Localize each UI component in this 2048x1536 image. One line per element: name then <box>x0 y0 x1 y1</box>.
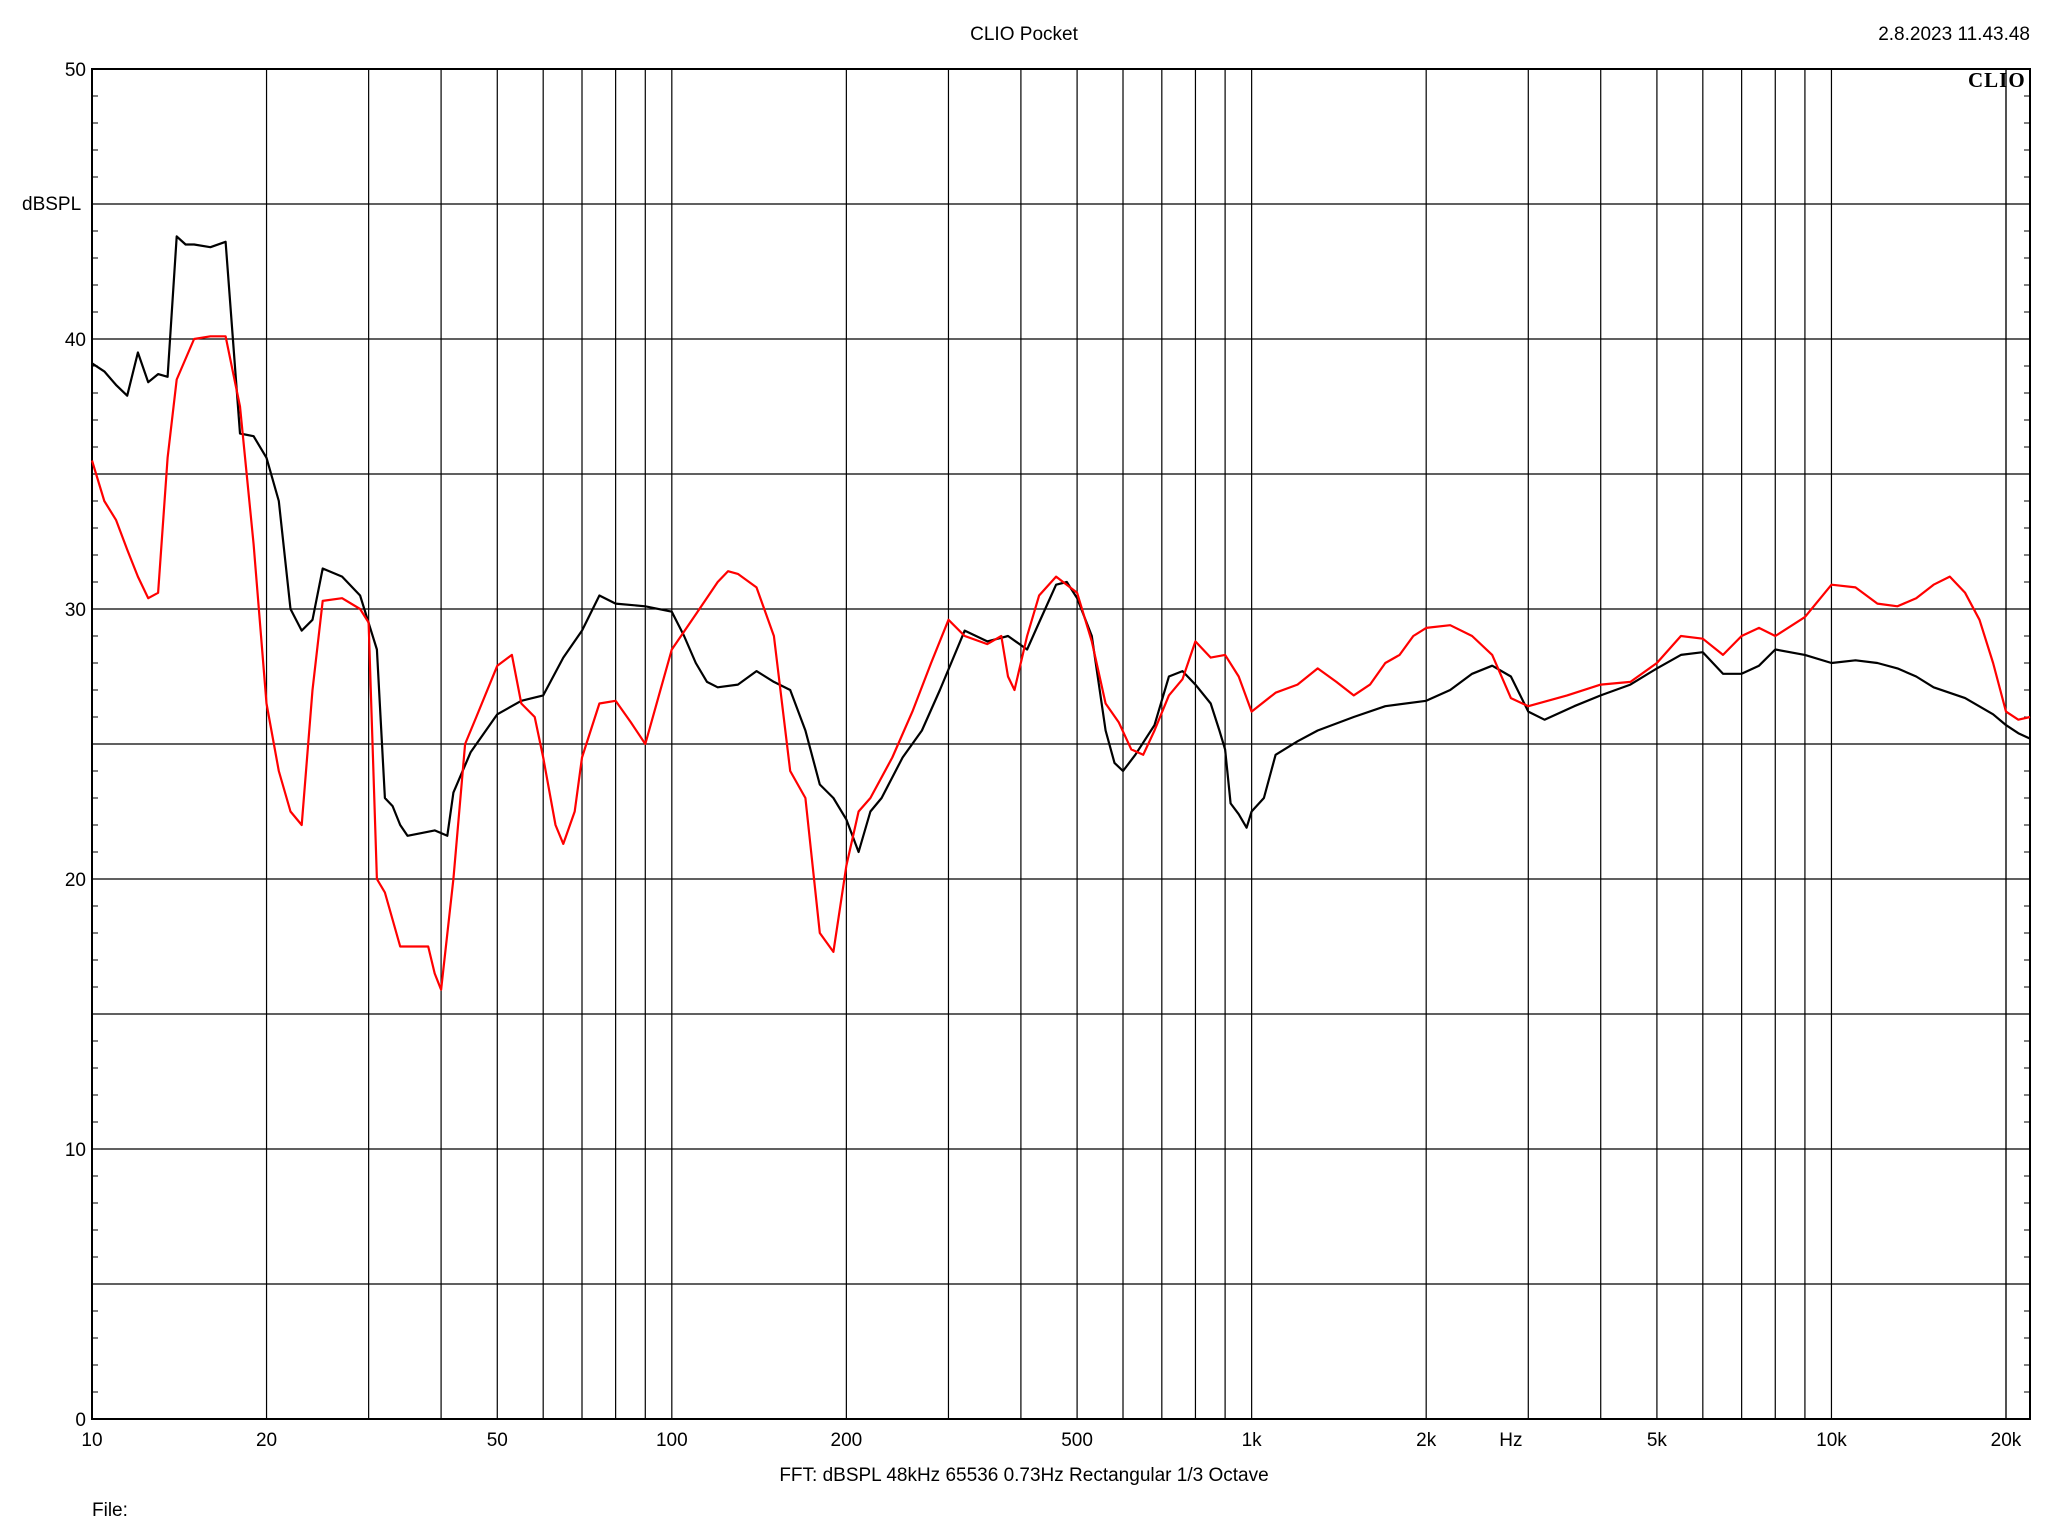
chart-title: CLIO Pocket <box>970 24 1078 45</box>
clio-logo: CLIO <box>1968 68 2026 92</box>
fft-settings-info: FFT: dBSPL 48kHz 65536 0.73Hz Rectangula… <box>779 1465 1269 1486</box>
x-tick-label: 2k <box>1416 1430 1437 1451</box>
x-tick-label: 100 <box>656 1430 688 1451</box>
x-tick-label: 5k <box>1647 1430 1668 1451</box>
y-tick-label: 40 <box>65 330 86 351</box>
y-tick-label: 10 <box>65 1140 86 1161</box>
file-label: File: <box>92 1500 128 1521</box>
y-tick-label: 0 <box>75 1410 86 1431</box>
series-line-red <box>90 335 2031 991</box>
x-tick-label: 200 <box>831 1430 863 1451</box>
x-tick-label: 10k <box>1816 1430 1847 1451</box>
y-tick-label: 20 <box>65 870 86 891</box>
x-tick-label: 20k <box>1991 1430 2022 1451</box>
x-tick-label: 500 <box>1061 1430 1093 1451</box>
measurement-timestamp: 2.8.2023 11.43.48 <box>1878 24 2030 45</box>
series-line-black <box>91 235 2031 854</box>
y-tick-label: 30 <box>65 600 86 621</box>
x-tick-label: 20 <box>256 1430 277 1451</box>
y-tick-label: 50 <box>65 60 86 81</box>
y-axis-label: dBSPL <box>22 194 82 215</box>
x-axis-unit-label: Hz <box>1499 1430 1522 1451</box>
x-tick-label: 50 <box>487 1430 508 1451</box>
x-tick-label: 1k <box>1242 1430 1263 1451</box>
x-tick-label: 10 <box>81 1430 102 1451</box>
